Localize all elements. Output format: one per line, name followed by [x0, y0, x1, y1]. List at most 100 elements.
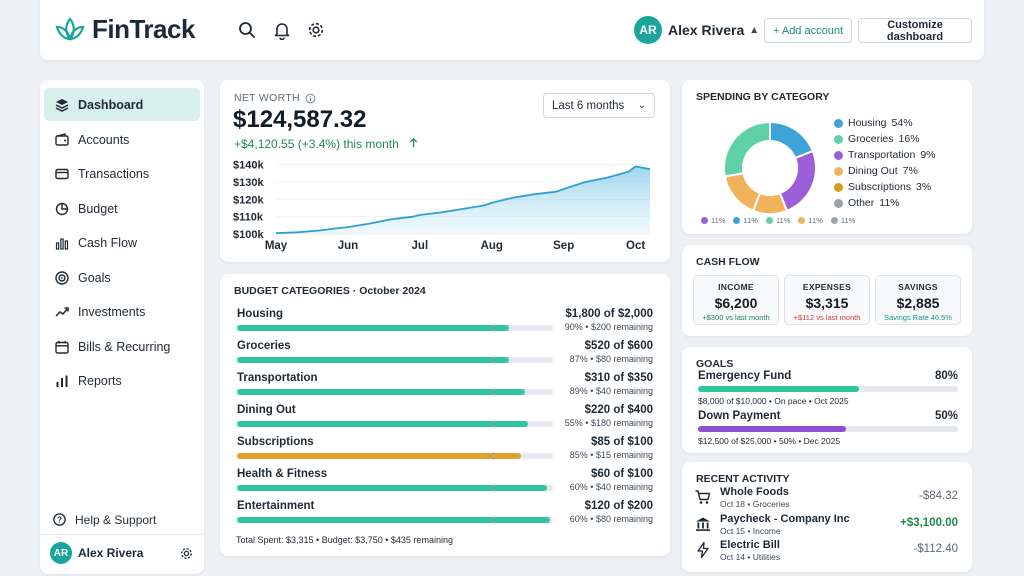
x-tick-label: Aug [481, 240, 503, 252]
bar-chart-icon [56, 375, 68, 387]
legend-label: Transportation [848, 149, 916, 161]
budget-remaining: 87% • $80 remaining [569, 354, 653, 364]
top-header: FinTrack AR Alex Rivera ▲ + Add account … [40, 0, 984, 60]
budget-progress-fill [237, 325, 509, 331]
date-range-select[interactable]: Last 6 months ⌄ [543, 93, 655, 118]
mini-legend-item: 11% [765, 216, 790, 225]
sidebar-item-dashboard[interactable]: Dashboard [44, 88, 200, 121]
net-worth-change-text: +$4,120.55 (+3.4%) this month [234, 137, 399, 151]
sidebar: Dashboard Accounts Transactions Budget C… [40, 80, 204, 574]
net-worth-label-group: NET WORTH [234, 92, 316, 104]
chevron-up-icon: ▲ [749, 24, 760, 36]
income-title: INCOME [718, 282, 754, 292]
donut-segment-3[interactable] [723, 171, 762, 213]
settings-gear-icon[interactable] [179, 546, 194, 561]
sidebar-item-bills-recurring[interactable]: Bills & Recurring [44, 330, 200, 363]
mini-legend-label: 11% [711, 216, 726, 225]
budget-progress-track [237, 452, 553, 460]
lightning-bolt-icon [697, 541, 709, 559]
goal-item[interactable]: Emergency Fund 80% $8,000 of $10,000 • O… [698, 370, 958, 410]
sidebar-item-label: Transactions [78, 166, 150, 181]
activity-item[interactable]: Electric Bill Oct 14 • Utilities -$112.4… [694, 539, 958, 565]
sidebar-item-accounts[interactable]: Accounts [44, 123, 200, 156]
legend-item: Subscriptions 3% [834, 179, 936, 195]
budget-progress-fill [237, 453, 522, 459]
sidebar-item-cash-flow[interactable]: Cash Flow [44, 226, 200, 259]
expenses-change: +$112 vs last month [793, 313, 861, 322]
budget-amount: $60 of $100 [590, 468, 653, 480]
goal-item[interactable]: Down Payment 50% $12,500 of $25,000 • 50… [698, 410, 958, 450]
budget-row[interactable]: Health & Fitness $60 of $100 60% • $40 rem… [237, 468, 653, 496]
sidebar-item-label: Accounts [78, 132, 130, 147]
target-icon [55, 270, 69, 285]
sidebar-user[interactable]: AR Alex Rivera [50, 542, 194, 564]
app-logo[interactable]: FinTrack [54, 14, 195, 45]
legend-percent: 11% [879, 197, 900, 209]
legend-label: Dining Out [848, 165, 898, 177]
info-icon[interactable] [305, 93, 316, 104]
activity-amount: -$112.40 [913, 543, 958, 555]
legend-percent: 7% [902, 165, 918, 177]
sidebar-item-budget[interactable]: Budget [44, 192, 200, 225]
sidebar-item-reports[interactable]: Reports [44, 364, 200, 397]
customize-dashboard-button[interactable]: Customize dashboard [858, 18, 972, 43]
help-support-link[interactable]: ? Help & Support [52, 512, 156, 527]
budget-row[interactable]: Groceries $520 of $600 87% • $80 remaining [237, 340, 653, 368]
x-tick-label: May [265, 240, 288, 252]
budget-row[interactable]: Subscriptions $85 of $100 85% • $15 remain… [237, 436, 653, 464]
savings-box: SAVINGS $2,885 Savings Rate 46.5% [875, 275, 961, 325]
activity-item[interactable]: Whole Foods Oct 18 • Groceries -$84.32 [694, 486, 958, 512]
user-menu[interactable]: AR Alex Rivera ▲ [634, 16, 759, 44]
net-worth-area [276, 166, 650, 234]
goal-progress-track [698, 426, 958, 432]
legend-item: Housing 54% [834, 115, 936, 131]
expenses-box: EXPENSES $3,315 +$112 vs last month [784, 275, 870, 325]
donut-segment-4[interactable] [723, 120, 771, 178]
card-icon [55, 168, 69, 179]
budget-row[interactable]: Transportation $310 of $350 89% • $40 rema… [237, 372, 653, 400]
sidebar-item-transactions[interactable]: Transactions [44, 157, 200, 190]
budget-row[interactable]: Housing $1,800 of $2,000 90% • $200 remain… [237, 308, 653, 336]
budget-category-name: Entertainment [237, 500, 315, 512]
goal-progress-fill [698, 386, 860, 392]
legend-item: Other 11% [834, 195, 936, 211]
mini-legend-item: 11% [830, 216, 855, 225]
add-account-button[interactable]: + Add account [764, 18, 852, 43]
cash-flow-card: CASH FLOW INCOME $6,200 +$300 vs last mo… [682, 245, 972, 336]
budget-progress-track [237, 516, 553, 524]
user-name: Alex Rivera [668, 22, 745, 38]
budget-marker [493, 452, 494, 460]
net-worth-chart: $100k $110k $120k $130k $140k May Jun Jul Aug Sep… [233, 160, 651, 252]
sidebar-item-label: Reports [78, 373, 122, 388]
donut-segment-1[interactable] [778, 149, 817, 213]
legend-percent: 16% [898, 133, 920, 145]
sidebar-item-goals[interactable]: Goals [44, 261, 200, 294]
savings-value: $2,885 [896, 295, 940, 311]
income-box: INCOME $6,200 +$300 vs last month [693, 275, 779, 325]
layers-icon [55, 98, 69, 112]
budget-remaining: 60% • $80 remaining [569, 514, 653, 524]
settings-gear-icon[interactable] [306, 20, 326, 40]
cash-flow-title: CASH FLOW [696, 256, 760, 268]
budget-progress-track [237, 324, 553, 332]
bell-icon[interactable] [272, 20, 292, 40]
budget-row[interactable]: Entertainment $120 of $200 60% • $80 remai… [237, 500, 653, 528]
mini-legend-swatch [733, 217, 741, 224]
activity-item[interactable]: Paycheck - Company Inc Oct 15 • Income +… [694, 513, 958, 539]
net-worth-card: $100k $110k $120k $130k $140k May Jun Jul Aug Sep… [220, 80, 670, 262]
budget-row[interactable]: Dining Out $220 of $400 55% • $180 remaini… [237, 404, 653, 432]
recent-activity-card: RECENT ACTIVITY Whole Foods Oct 18 • Gro… [682, 462, 972, 572]
budget-progress-track [237, 388, 553, 396]
legend-swatch [834, 166, 843, 176]
budget-category-name: Health & Fitness [237, 468, 328, 480]
mini-legend-label: 11% [808, 216, 823, 225]
goals-title: GOALS [696, 358, 734, 370]
legend-label: Housing [848, 117, 887, 129]
search-icon[interactable] [237, 20, 257, 40]
x-tick-label: Jun [338, 240, 358, 252]
sidebar-item-investments[interactable]: Investments [44, 295, 200, 328]
budget-marker [493, 388, 494, 396]
mini-legend-swatch [765, 217, 773, 224]
net-worth-label: NET WORTH [234, 92, 300, 104]
legend-item: Groceries 16% [834, 131, 936, 147]
